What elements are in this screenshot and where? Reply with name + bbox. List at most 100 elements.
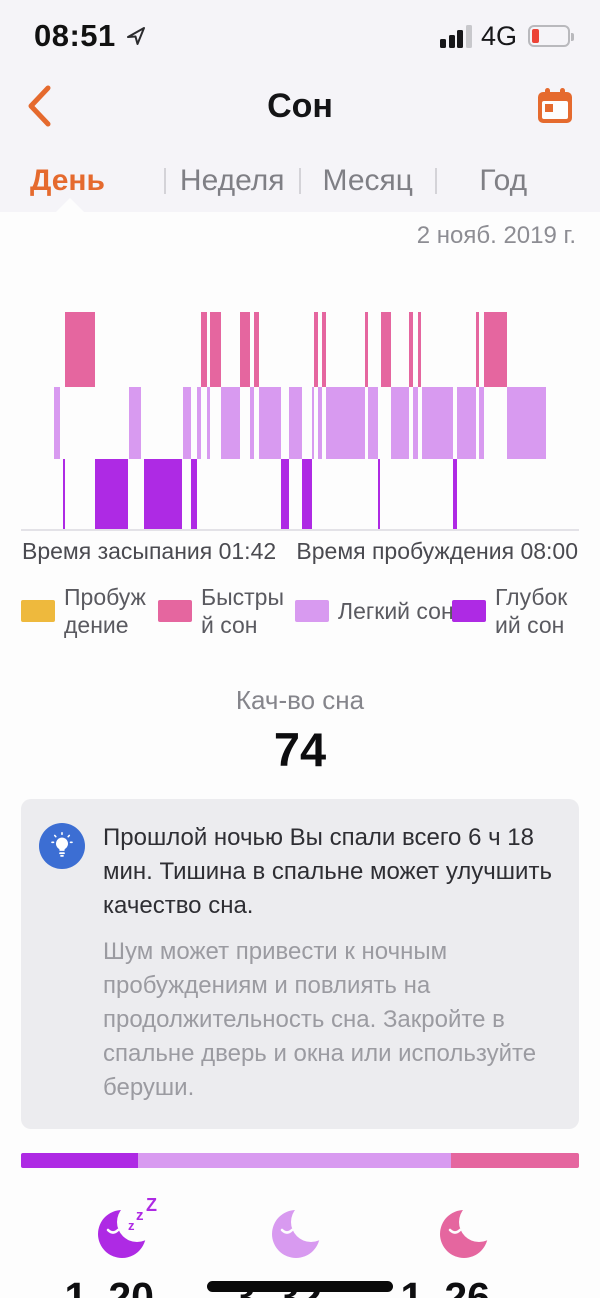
hypnogram-segment-rem: [322, 312, 327, 387]
hypnogram-segment-deep: [62, 459, 65, 530]
page-title: Сон: [267, 86, 333, 125]
light-sleep-moon-icon: [216, 1188, 384, 1260]
stage-stats: z z Z 1 ч 20 мин Глубокий сон: [48, 1188, 552, 1298]
hypnogram-segment-light: [479, 387, 484, 459]
sleep-start-time: Время засыпания 01:42: [22, 538, 277, 564]
active-tab-caret: [56, 198, 84, 212]
hypnogram-segment-deep: [281, 459, 290, 530]
quality-value: 74: [273, 723, 327, 776]
tab-day[interactable]: День: [30, 164, 105, 197]
period-tabs: День Неделя Месяц Год: [0, 150, 600, 212]
hypnogram-segment-rem: [364, 312, 369, 387]
wake-swatch: [21, 600, 55, 622]
calendar-icon: [537, 88, 572, 123]
summary-segment-deep: [21, 1153, 139, 1168]
back-chevron-icon: [28, 85, 51, 127]
hypnogram-segment-rem: [476, 312, 480, 387]
battery-icon: [528, 25, 574, 47]
hypnogram-segment-deep: [144, 459, 182, 530]
sleep-hypnogram-chart: [21, 312, 579, 531]
hypnogram-segment-light: [289, 387, 303, 459]
status-time: 08:51: [34, 18, 116, 53]
hypnogram-segment-light: [457, 387, 477, 459]
hypnogram-segment-light: [259, 387, 282, 459]
stat-deep-sleep: z z Z 1 ч 20 мин Глубокий сон: [48, 1188, 216, 1298]
hypnogram-segment-light: [506, 387, 546, 459]
tab-separator: [434, 168, 437, 194]
legend-item-rem: Быстрый сон: [158, 583, 285, 639]
hypnogram-segment-light: [129, 387, 142, 459]
svg-text:z: z: [136, 1207, 144, 1224]
deep-sleep-duration: 1 ч 20 мин: [64, 1274, 199, 1298]
light-swatch: [295, 600, 329, 622]
hypnogram-segment-light: [422, 387, 454, 459]
hypnogram-segment-rem: [254, 312, 260, 387]
sleep-hypnogram-plot: [21, 312, 546, 530]
stat-rem-sleep: 1 ч 26 мин Быстрый сон: [384, 1188, 552, 1298]
hypnogram-segment-light: [326, 387, 365, 459]
tip-text: Прошлой ночью Вы спали всего 6 ч 18 мин.…: [103, 821, 555, 1105]
wake-time: Время пробуждения 08:00: [296, 538, 578, 564]
lightbulb-icon: [39, 823, 85, 869]
calendar-button[interactable]: [530, 84, 574, 128]
rem-sleep-moon-icon: [384, 1188, 552, 1260]
hypnogram-segment-rem: [201, 312, 208, 387]
stat-light-sleep: 3 ч 32 мин Легкий сон: [216, 1188, 384, 1298]
tab-separator: [299, 168, 301, 194]
hypnogram-segment-light: [250, 387, 255, 459]
hypnogram-segment-rem: [483, 312, 507, 387]
svg-text:Z: Z: [146, 1196, 157, 1215]
signal-strength-icon: [440, 24, 472, 48]
rem-swatch: [158, 600, 192, 622]
sleep-quality: Кач-во сна 74: [0, 685, 600, 777]
hypnogram-segment-light: [391, 387, 410, 459]
hypnogram-segment-deep: [94, 459, 128, 530]
date-label: 2 нояб. 2019 г.: [416, 222, 576, 249]
nav-bar: Сон: [0, 62, 600, 150]
tab-year[interactable]: Год: [479, 164, 528, 197]
tab-separator: [163, 168, 166, 194]
hypnogram-segment-rem: [210, 312, 222, 387]
network-type-label: 4G: [480, 20, 517, 51]
hypnogram-segment-rem: [64, 312, 95, 387]
tip-card: Прошлой ночью Вы спали всего 6 ч 18 мин.…: [21, 799, 579, 1129]
hypnogram-segment-deep: [190, 459, 198, 530]
hypnogram-segment-light: [54, 387, 60, 459]
tab-month[interactable]: Месяц: [322, 164, 413, 197]
tab-week[interactable]: Неделя: [179, 164, 285, 197]
legend-item-wake: Пробуждение: [21, 583, 148, 639]
quality-label: Кач-во сна: [235, 685, 365, 715]
hypnogram-segment-rem: [240, 312, 251, 387]
deep-swatch: [452, 600, 486, 622]
tip-main-text: Прошлой ночью Вы спали всего 6 ч 18 мин.…: [103, 824, 552, 919]
hypnogram-segment-light: [197, 387, 202, 459]
deep-sleep-moon-icon: z z Z: [48, 1188, 216, 1260]
svg-text:z: z: [128, 1218, 135, 1233]
tip-detail-text: Шум может привести к ночным пробуждениям…: [103, 938, 537, 1101]
hypnogram-segment-rem: [417, 312, 422, 387]
hypnogram-segment-light: [312, 387, 315, 459]
hypnogram-segment-rem: [381, 312, 392, 387]
rem-sleep-duration: 1 ч 26 мин: [400, 1274, 535, 1298]
legend-item-deep: Глубокий сон: [452, 583, 579, 639]
home-indicator[interactable]: [207, 1281, 393, 1292]
hypnogram-segment-rem: [314, 312, 319, 387]
hypnogram-segment-light: [221, 387, 241, 459]
hypnogram-segment-light: [318, 387, 323, 459]
status-bar: 08:51 4G: [0, 0, 600, 62]
hypnogram-segment-light: [413, 387, 418, 459]
location-arrow-icon: [126, 27, 145, 45]
sleep-times-row: Время засыпания 01:42 Время пробуждения …: [22, 538, 578, 565]
legend-item-light: Легкий сон: [295, 583, 454, 639]
chart-legend: Пробуждение Быстрый сон Легкий сон Глубо…: [21, 583, 579, 639]
chart-baseline: [21, 529, 579, 531]
hypnogram-segment-deep: [453, 459, 458, 530]
hypnogram-segment-light: [207, 387, 211, 459]
summary-segment-rem: [450, 1153, 579, 1168]
content: 2 нояб. 2019 г. Время засыпания 01:42 Вр…: [0, 212, 600, 1298]
hypnogram-segment-deep: [378, 459, 381, 530]
stage-summary-bar: [21, 1153, 579, 1168]
back-button[interactable]: [26, 84, 70, 128]
hypnogram-segment-light: [183, 387, 191, 459]
